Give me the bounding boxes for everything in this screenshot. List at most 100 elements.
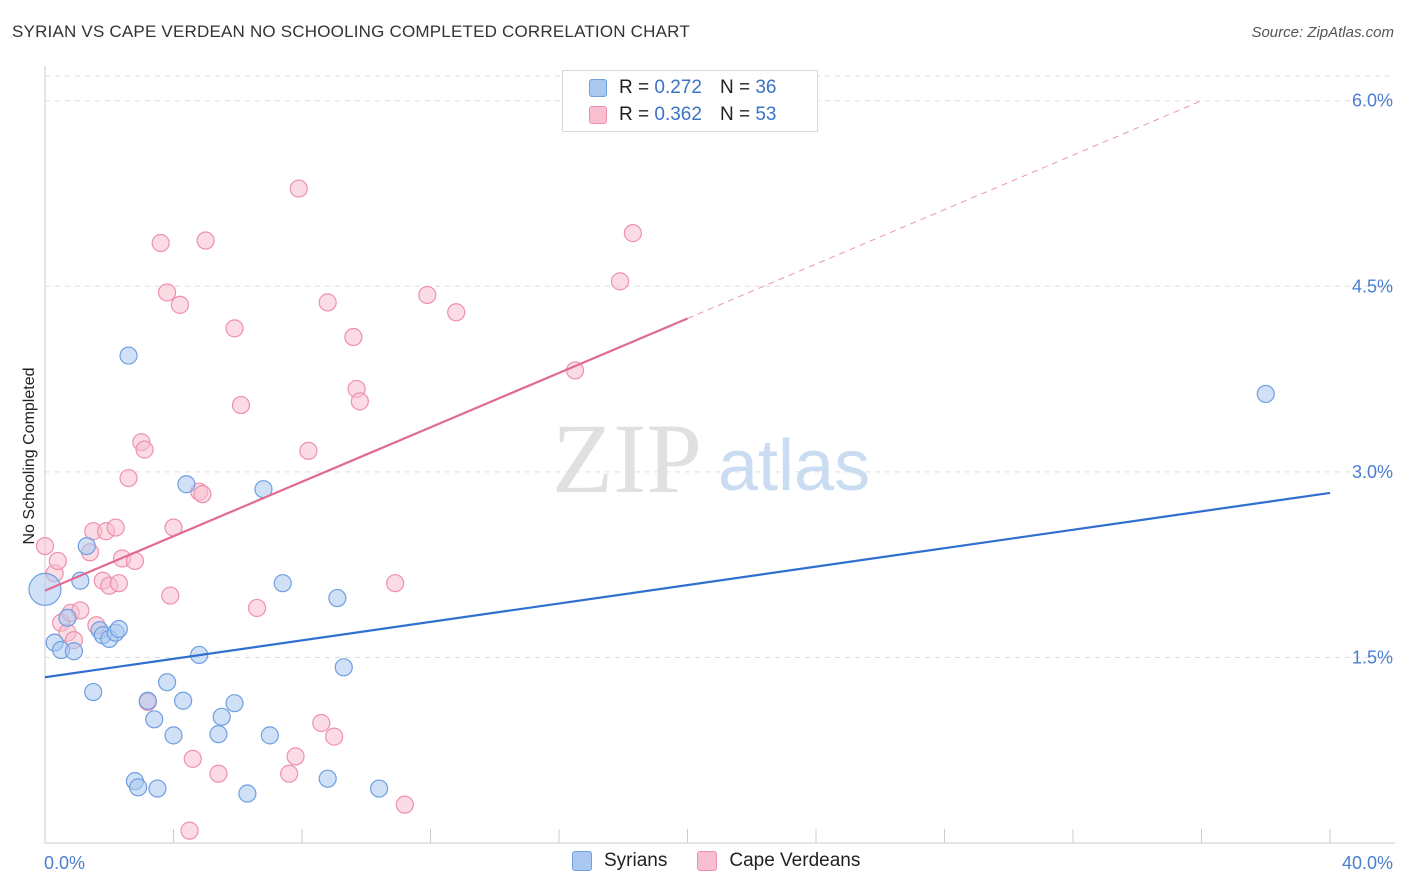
syrians-point xyxy=(273,574,292,593)
y-tick-label: 4.5% xyxy=(1352,276,1393,296)
cape-verdeans-point xyxy=(286,747,305,766)
y-tick-label: 6.0% xyxy=(1352,91,1393,111)
syrians-point xyxy=(174,691,193,710)
syrians-point xyxy=(1256,384,1275,404)
cape-verdeans-point xyxy=(183,749,202,768)
syrians-point xyxy=(157,673,177,692)
syrians-legend-label: Syrians xyxy=(604,850,668,871)
syrians-point xyxy=(77,536,96,556)
gridlines xyxy=(45,75,1395,658)
cape-verdeans-point xyxy=(447,303,466,322)
syrians-point xyxy=(145,710,164,729)
cape-verdeans-point xyxy=(299,441,318,460)
legend-n-label: N = xyxy=(719,104,751,125)
cape-verdeans-point xyxy=(209,764,228,783)
cape-verdeans-legend-swatch xyxy=(697,851,718,871)
cape-verdeans-point xyxy=(231,395,251,415)
syrians-point xyxy=(148,779,167,798)
syrians-point xyxy=(238,784,257,803)
watermark-zip: ZIP xyxy=(552,403,702,514)
legend-r-label: R = xyxy=(619,104,650,125)
cape-verdeans-point xyxy=(196,231,215,250)
cape-verdeans-swatch xyxy=(589,106,607,124)
syrians-point xyxy=(177,475,196,494)
axes xyxy=(44,66,1395,844)
y-axis-label: No Schooling Completed xyxy=(21,368,38,545)
syrians-point xyxy=(318,769,337,788)
syrians-legend-swatch xyxy=(572,851,592,871)
syrians-point xyxy=(164,726,183,745)
syrians-point xyxy=(209,725,228,744)
syrians-point xyxy=(58,608,77,627)
cape-verdeans-point xyxy=(157,283,177,302)
cape-verdeans-point xyxy=(312,713,331,733)
syrians-points xyxy=(28,346,1275,803)
chart-title: SYRIAN VS CAPE VERDEAN NO SCHOOLING COMP… xyxy=(12,22,690,41)
series-legend: Syrians Cape Verdeans xyxy=(572,850,890,872)
cape-verdeans-point xyxy=(109,574,128,593)
legend-row-cape-verdeans: R = 0.362 N = 53 xyxy=(589,102,776,128)
syrians-point xyxy=(260,726,279,745)
syrians-point xyxy=(328,588,347,608)
syrians-point xyxy=(138,691,157,710)
y-tick-label: 1.5% xyxy=(1352,647,1393,667)
legend-r-value: 0.272 xyxy=(654,77,702,98)
cape-verdeans-trend-extension xyxy=(687,100,1202,319)
cape-verdeans-trend-line xyxy=(44,317,688,592)
legend-n-value: 36 xyxy=(755,77,777,98)
syrians-swatch xyxy=(589,79,607,97)
x-tick-label: 0.0% xyxy=(44,853,85,873)
watermark-atlas: atlas xyxy=(718,426,870,506)
cape-verdeans-point xyxy=(151,233,170,253)
cape-verdeans-points xyxy=(35,179,642,840)
cape-verdeans-point xyxy=(623,224,642,243)
legend-item-syrians[interactable]: Syrians xyxy=(572,850,667,872)
cape-verdeans-point xyxy=(344,327,363,347)
cape-verdeans-point xyxy=(318,293,337,312)
legend-n-label: N = xyxy=(719,77,751,98)
cape-verdeans-point xyxy=(418,285,437,305)
tick-labels: 1.5% 3.0% 4.5% 6.0% 0.0% 40.0% xyxy=(44,91,1393,873)
cape-verdeans-point xyxy=(386,574,405,593)
cape-verdeans-point xyxy=(395,795,414,814)
cape-verdeans-point xyxy=(280,764,299,783)
cape-verdeans-point xyxy=(225,319,244,338)
cape-verdeans-point xyxy=(610,272,630,291)
syrians-point xyxy=(109,619,128,639)
cape-verdeans-point xyxy=(325,727,344,746)
syrians-point xyxy=(28,572,62,606)
cape-verdeans-point xyxy=(48,551,67,571)
syrians-point xyxy=(212,707,231,726)
legend-row-syrians: R = 0.272 N = 36 xyxy=(589,75,776,101)
cape-verdeans-point xyxy=(35,536,55,556)
cape-verdeans-point xyxy=(161,586,180,605)
syrians-point xyxy=(334,658,353,677)
cape-verdeans-point xyxy=(193,485,212,504)
syrians-point xyxy=(225,694,244,713)
cape-verdeans-legend-label: Cape Verdeans xyxy=(729,850,861,871)
cape-verdeans-point xyxy=(170,295,190,314)
syrians-point xyxy=(119,346,138,365)
syrians-point xyxy=(84,682,103,702)
watermark: ZIP atlas xyxy=(552,403,870,514)
cape-verdeans-point xyxy=(135,440,154,459)
syrians-point xyxy=(370,779,389,798)
syrians-trend-line xyxy=(44,491,1331,679)
cape-verdeans-point xyxy=(119,468,138,488)
cape-verdeans-point xyxy=(180,821,199,840)
cape-verdeans-point xyxy=(106,518,125,537)
syrians-point xyxy=(129,778,148,797)
x-tick-label: 40.0% xyxy=(1342,853,1393,873)
y-tick-label: 3.0% xyxy=(1352,462,1393,482)
cape-verdeans-point xyxy=(289,179,308,198)
cape-verdeans-point xyxy=(247,598,267,618)
cape-verdeans-point xyxy=(350,392,369,411)
legend-n-value: 53 xyxy=(755,104,777,125)
legend-item-cape-verdeans[interactable]: Cape Verdeans xyxy=(697,850,860,872)
source-label: Source: ZipAtlas.com xyxy=(1251,24,1394,41)
legend-r-label: R = xyxy=(619,77,650,98)
legend-r-value: 0.362 xyxy=(654,104,702,125)
correlation-legend: R = 0.272 N = 36 R = 0.362 N = 53 xyxy=(562,70,818,132)
trend-lines xyxy=(44,100,1331,679)
